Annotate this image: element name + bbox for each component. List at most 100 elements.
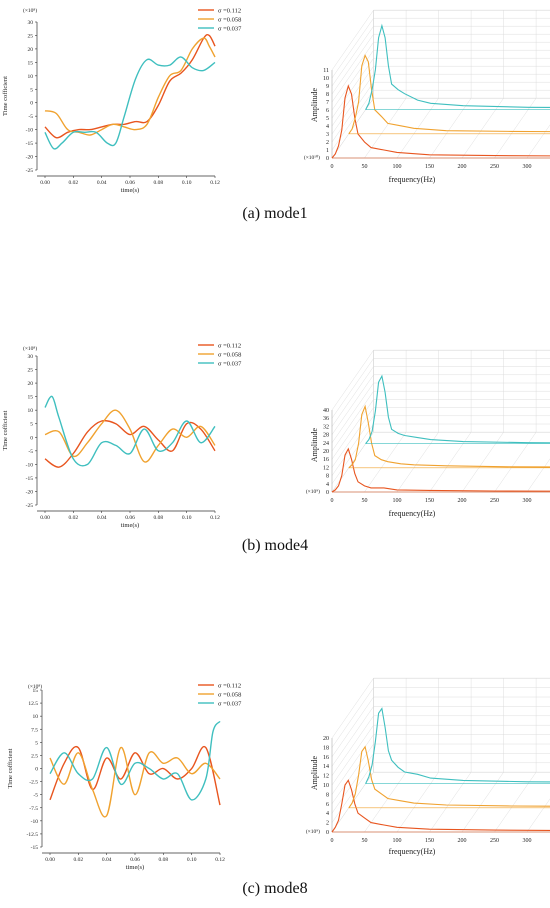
grid-line: [331, 350, 550, 411]
grid-line: [331, 399, 550, 460]
x-tick-label: 0.00: [45, 857, 55, 863]
x-tick-label: 0.02: [69, 180, 79, 186]
y-tick-label: 25: [28, 368, 34, 374]
amplitude-scale-label: (×10⁹): [306, 488, 320, 495]
y-tick-label: 0: [30, 435, 33, 441]
y-tick-label: -5: [28, 449, 33, 455]
spectrum-line: [348, 404, 550, 469]
legend-entry: σ =0.037: [218, 701, 242, 708]
grid-line: [429, 350, 472, 493]
frequency-tick-label: 50: [362, 838, 368, 844]
y-tick-label: -15: [26, 476, 34, 482]
frequency-tick-label: 200: [458, 498, 467, 504]
series-line: [49, 746, 221, 818]
frequency-tick-label: 0: [331, 164, 334, 170]
grid-line: [331, 687, 550, 748]
legend-entry: σ =0.112: [218, 683, 241, 690]
grid-line: [331, 762, 550, 823]
legend-entry: σ =0.058: [218, 17, 241, 24]
grid-line: [331, 725, 550, 786]
spectrum-line: [348, 745, 550, 809]
amplitude-tick-label: 4: [326, 482, 329, 488]
grid-line: [331, 26, 550, 87]
spectrum-line: [331, 84, 550, 159]
series-line: [49, 745, 221, 806]
spectrum-line: [348, 53, 550, 135]
x-tick-label: 0.12: [210, 515, 220, 521]
amplitude-tick-label: 4: [326, 124, 329, 130]
y-tick-label: 25: [28, 33, 34, 39]
amplitude-tick-label: 12: [323, 465, 329, 471]
frequency-axis-label: frequency(Hz): [389, 847, 436, 856]
grid-line: [396, 678, 439, 833]
frequency-tick-label: 250: [490, 838, 499, 844]
x-tick-label: 0.08: [154, 180, 164, 186]
y-tick-label: -5: [28, 114, 33, 120]
grid-line: [331, 42, 550, 103]
y-tick-label: 10: [33, 714, 39, 720]
amplitude-tick-label: 36: [323, 416, 329, 422]
x-tick-label: 0.02: [69, 515, 79, 521]
grid-line: [331, 81, 550, 143]
amplitude-tick-label: 1: [326, 148, 329, 154]
frequency-tick-label: 250: [490, 498, 499, 504]
y-tick-label: -20: [26, 489, 34, 495]
amplitude-tick-label: 5: [326, 116, 329, 122]
grid-line: [494, 10, 537, 159]
grid-line: [331, 415, 550, 476]
x-tick-label: 0.06: [125, 180, 135, 186]
y-tick-label: 20: [28, 381, 34, 387]
spectrum-line: [365, 23, 550, 110]
y-tick-label: -7.5: [29, 806, 38, 812]
y-tick-label: -15: [31, 845, 39, 851]
grid-line: [331, 678, 550, 739]
grid-line: [331, 407, 550, 468]
y-tick-label: -12.5: [27, 832, 39, 838]
y-tick-label: -25: [26, 503, 34, 509]
legend-entry: σ =0.058: [218, 692, 241, 699]
amplitude-scale-label: (×10¹⁰): [304, 154, 320, 161]
x-tick-label: 0.12: [215, 857, 225, 863]
caption-mode4: (b) mode4: [241, 537, 309, 554]
scale-label: (×10⁸): [28, 683, 42, 690]
legend-entry: σ =0.112: [218, 343, 241, 350]
frequency-axis-label: frequency(Hz): [389, 175, 436, 184]
y-tick-label: -5: [33, 793, 38, 799]
grid-line: [461, 350, 504, 493]
y-tick-label: 5: [35, 740, 38, 746]
x-axis-label: time(s): [121, 522, 139, 529]
grid-line: [526, 124, 550, 159]
amplitude-tick-label: 24: [323, 441, 329, 447]
series-line: [44, 33, 216, 139]
frequency-tick-label: 50: [362, 164, 368, 170]
grid-line: [331, 423, 550, 484]
x-tick-label: 0.08: [154, 515, 164, 521]
amplitude-tick-label: 0: [326, 156, 329, 162]
amplitude-tick-label: 20: [323, 736, 329, 742]
series-line: [44, 37, 216, 136]
grid-line: [396, 350, 439, 493]
amplitude-tick-label: 3: [326, 132, 329, 138]
grid-line: [331, 50, 550, 111]
frequency-axis-label: frequency(Hz): [389, 509, 436, 518]
amplitude-tick-label: 18: [323, 745, 329, 751]
amplitude-tick-label: 8: [326, 474, 329, 480]
x-tick-label: 0.06: [130, 857, 140, 863]
spectrum-line: [365, 707, 550, 784]
amplitude-tick-label: 9: [326, 84, 329, 90]
frequency-tick-label: 200: [458, 164, 467, 170]
grid-line: [494, 350, 537, 493]
amplitude-tick-label: 16: [323, 457, 329, 463]
frequency-tick-label: 150: [425, 498, 434, 504]
y-tick-label: 20: [28, 47, 34, 53]
amplitude-tick-label: 2: [326, 821, 329, 827]
y-tick-label: -25: [26, 168, 34, 174]
grid-line: [331, 715, 550, 776]
y-tick-label: 7.5: [31, 727, 38, 733]
x-tick-label: 0.10: [182, 515, 192, 521]
series-line: [44, 395, 216, 467]
frequency-tick-label: 100: [393, 838, 402, 844]
frequency-tick-label: 250: [490, 164, 499, 170]
y-tick-label: 12.5: [28, 701, 38, 707]
